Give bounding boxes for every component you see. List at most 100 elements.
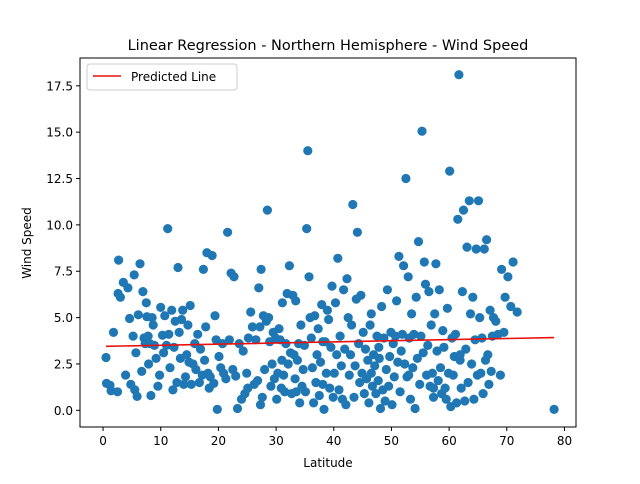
- data-point: [393, 357, 403, 367]
- data-point: [176, 314, 187, 325]
- data-point: [495, 370, 505, 380]
- data-point: [315, 357, 326, 367]
- data-point: [129, 270, 139, 280]
- data-point: [251, 335, 261, 345]
- data-point: [457, 287, 467, 297]
- data-point: [418, 348, 428, 358]
- y-tick-label: 12.5: [46, 172, 73, 186]
- data-point: [174, 327, 184, 337]
- data-point: [345, 350, 356, 360]
- data-point: [395, 387, 405, 397]
- data-point: [448, 370, 458, 380]
- data-point: [477, 333, 487, 343]
- x-tick-label: 70: [499, 434, 514, 448]
- data-point: [183, 320, 193, 330]
- data-point: [314, 390, 324, 401]
- data-point: [461, 344, 471, 354]
- data-point: [328, 392, 338, 402]
- data-point: [146, 390, 156, 401]
- data-point: [173, 262, 183, 273]
- data-point: [385, 351, 395, 362]
- data-point: [317, 300, 327, 310]
- data-point: [384, 381, 394, 391]
- x-tick-label: 30: [268, 434, 283, 448]
- data-point: [210, 311, 220, 321]
- data-point: [243, 333, 253, 343]
- data-point: [132, 391, 142, 401]
- data-point: [433, 376, 443, 386]
- x-tick-label: 80: [557, 434, 572, 448]
- data-point: [366, 309, 376, 319]
- data-point: [312, 350, 322, 360]
- data-point: [292, 355, 302, 365]
- x-axis-label: Latitude: [303, 456, 352, 470]
- data-point: [131, 348, 141, 358]
- data-point: [382, 285, 392, 295]
- data-point: [401, 173, 411, 184]
- data-point: [324, 314, 334, 325]
- data-point: [319, 404, 329, 414]
- data-point: [168, 385, 178, 395]
- data-point: [428, 392, 439, 402]
- data-point: [112, 387, 123, 397]
- data-point: [405, 394, 416, 404]
- data-point: [303, 146, 313, 156]
- data-point: [280, 387, 290, 397]
- data-point: [313, 324, 323, 334]
- data-point: [342, 274, 352, 284]
- data-point: [426, 320, 436, 330]
- data-point: [356, 290, 366, 300]
- data-point: [191, 364, 201, 375]
- data-point: [360, 344, 371, 354]
- data-point: [260, 364, 270, 375]
- data-point: [404, 370, 414, 380]
- data-point: [128, 331, 138, 341]
- data-point: [400, 359, 410, 369]
- data-point: [277, 298, 287, 308]
- data-point: [456, 383, 466, 393]
- data-point: [264, 313, 274, 323]
- data-point: [409, 329, 419, 339]
- data-point: [438, 326, 448, 336]
- data-point: [503, 272, 513, 282]
- data-point: [147, 313, 157, 323]
- data-point: [291, 387, 301, 397]
- data-point: [302, 224, 312, 234]
- data-point: [485, 305, 495, 315]
- data-point: [375, 403, 386, 414]
- data-point: [310, 311, 320, 321]
- y-tick-label: 10.0: [46, 218, 73, 232]
- data-point: [394, 251, 404, 261]
- data-point: [355, 377, 365, 388]
- data-point: [482, 235, 492, 245]
- data-point: [454, 70, 464, 80]
- data-point: [256, 264, 266, 274]
- data-point: [341, 400, 351, 410]
- y-tick-label: 17.5: [46, 79, 73, 93]
- data-point: [463, 377, 473, 388]
- data-point: [352, 227, 362, 237]
- data-point: [262, 205, 272, 215]
- data-point: [327, 281, 337, 291]
- data-point: [141, 298, 151, 308]
- data-point: [508, 257, 518, 267]
- data-point: [374, 342, 384, 352]
- data-point: [143, 331, 153, 341]
- plot-area: 0 10 20 30 40 50 60 70 80 0.0 2.5 5.0 7.5 10.0 12.5 15.…: [46, 57, 577, 448]
- data-point: [246, 307, 256, 317]
- data-point: [430, 309, 440, 319]
- data-point: [367, 381, 377, 391]
- data-point: [311, 377, 321, 388]
- data-point: [291, 296, 301, 306]
- data-point: [396, 346, 406, 356]
- data-point: [330, 298, 341, 308]
- data-point: [458, 205, 469, 215]
- data-point: [242, 368, 252, 378]
- data-point: [349, 392, 359, 402]
- data-point: [445, 166, 455, 176]
- data-point: [423, 340, 433, 350]
- data-point: [125, 313, 135, 324]
- data-point: [506, 301, 516, 312]
- data-point: [486, 366, 496, 376]
